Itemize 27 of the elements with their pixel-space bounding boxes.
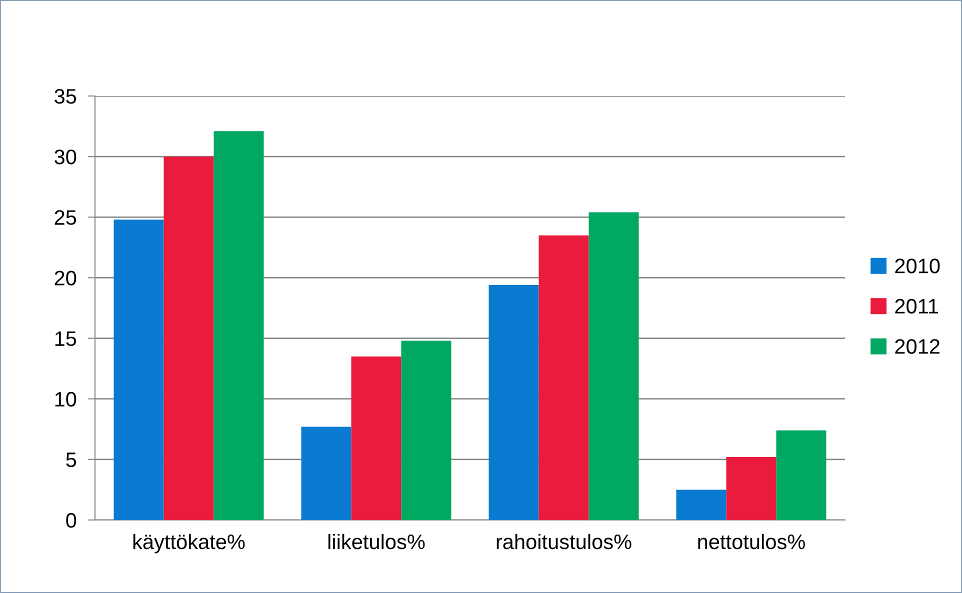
x-tick-label: käyttökate% [133, 534, 245, 554]
x-tick-label: rahoitustulos% [496, 534, 632, 550]
y-tick-label: 25 [54, 210, 76, 225]
y-tick-label: 30 [54, 150, 76, 164]
bar [588, 212, 639, 520]
x-tick-label: liiketulos% [328, 534, 425, 550]
bar [301, 426, 352, 520]
bar [214, 131, 264, 520]
y-tick-label: 15 [55, 332, 76, 346]
bar [401, 340, 452, 520]
bar [351, 356, 402, 520]
legend-label: 2010 [895, 258, 940, 274]
bar [164, 156, 214, 520]
legend-label: 2012 [895, 339, 940, 354]
bar [726, 457, 776, 520]
bar [776, 430, 826, 520]
y-tick-label: 10 [55, 392, 76, 407]
bar [676, 490, 726, 520]
y-tick-label: 35 [54, 89, 76, 104]
y-tick-label: 5 [66, 452, 76, 468]
y-tick-label: 0 [66, 513, 76, 528]
y-tick-label: 20 [54, 270, 76, 286]
x-tick-label: nettotulos% [698, 534, 805, 550]
legend-label: 2011 [895, 298, 938, 314]
bar [488, 284, 539, 520]
bar [114, 220, 164, 520]
bar [538, 235, 589, 520]
